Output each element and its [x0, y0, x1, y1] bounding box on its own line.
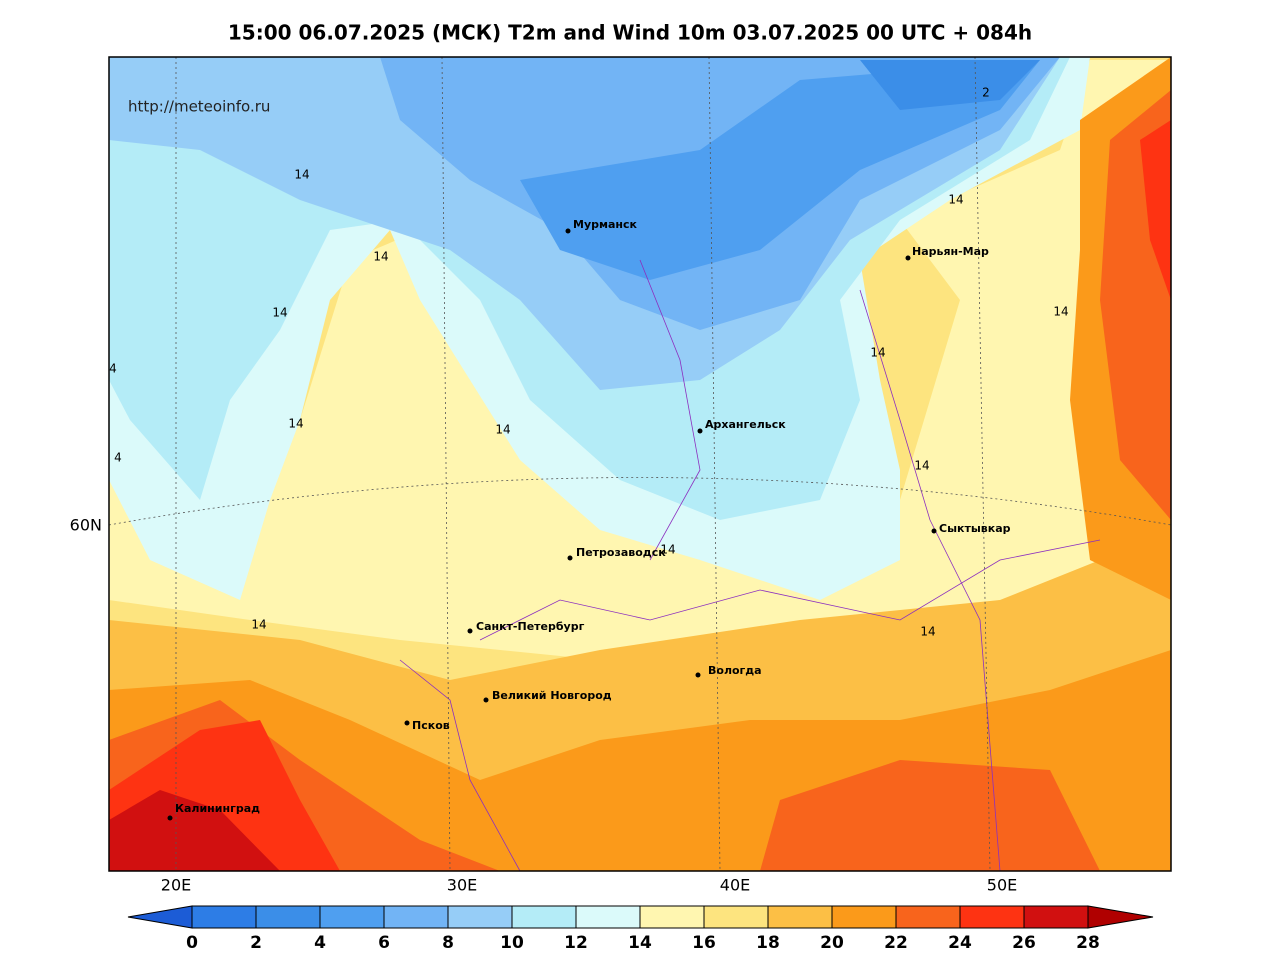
- city-dot: [695, 672, 701, 678]
- colorbar-segment: [959, 905, 1025, 929]
- city-dot: [565, 228, 571, 234]
- colorbar-tick-label: 6: [378, 933, 390, 953]
- colorbar-segment: [511, 905, 577, 929]
- lon-label: 30E: [447, 876, 477, 895]
- city-label: Псков: [412, 719, 450, 732]
- field: [860, 60, 1040, 110]
- colorbar-tick-label: 18: [756, 933, 780, 953]
- city-dot: [167, 815, 173, 821]
- field: [109, 120, 1171, 871]
- contour-label: 14: [1053, 305, 1068, 319]
- city-dot: [905, 255, 911, 261]
- colorbar-tick-label: 8: [442, 933, 454, 953]
- watermark: http://meteoinfo.ru: [128, 98, 270, 116]
- contour-label: 14: [272, 306, 287, 320]
- colorbar-segment: [575, 905, 641, 929]
- lat-label: 60N: [70, 516, 102, 535]
- contour-label: 14: [294, 168, 309, 182]
- contour-label: 14: [251, 618, 266, 632]
- colorbar-under: [127, 905, 193, 929]
- city-dot: [483, 697, 489, 703]
- city-label: Вологда: [708, 664, 762, 677]
- graticule: [109, 57, 1171, 871]
- colorbar-tick-label: 22: [884, 933, 908, 953]
- colorbar-segment: [447, 905, 513, 929]
- temperature-field: [109, 57, 1171, 871]
- contour-label: 14: [495, 423, 510, 437]
- colorbar-tick-label: 14: [628, 933, 652, 953]
- contour-label: 14: [870, 346, 885, 360]
- colorbar-segment: [895, 905, 961, 929]
- colorbar-segment: [703, 905, 769, 929]
- colorbar-tick-label: 26: [1012, 933, 1036, 953]
- borders: [399, 259, 1101, 871]
- contour-label: 14: [920, 625, 935, 639]
- colorbar-tick-label: 28: [1076, 933, 1100, 953]
- colorbar-segment: [639, 905, 705, 929]
- city-label: Великий Новгород: [492, 689, 612, 702]
- city-dot: [697, 428, 703, 434]
- contour-label: 14: [288, 417, 303, 431]
- colorbar-tick-label: 24: [948, 933, 972, 953]
- city-label: Калининград: [175, 802, 260, 815]
- contour-label: 14: [373, 250, 388, 264]
- city-dot: [404, 720, 410, 726]
- colorbar-segment: [319, 905, 385, 929]
- lon-label: 40E: [720, 876, 750, 895]
- colorbar-segment: [1023, 905, 1089, 929]
- city-label: Санкт-Петербург: [476, 620, 585, 633]
- colorbar-segment: [383, 905, 449, 929]
- field: [109, 60, 1171, 660]
- contour-label: 4: [114, 451, 122, 465]
- city-dot: [467, 628, 473, 634]
- colorbar-tick-label: 20: [820, 933, 844, 953]
- contour-label: 14: [914, 459, 929, 473]
- title: 15:00 06.07.2025 (МСК) T2m and Wind 10m …: [228, 21, 1032, 45]
- contour-label: 14: [660, 543, 675, 557]
- colorbar-segment: [191, 905, 257, 929]
- colorbar: 0 2 4 6 8 10 12 14 16 18 20 22 24 26 28: [127, 905, 1154, 953]
- city-label: Петрозаводск: [576, 546, 666, 559]
- colorbar-segment: [767, 905, 833, 929]
- colorbar-tick-label: 2: [250, 933, 262, 953]
- city-dot: [931, 528, 937, 534]
- colorbar-over: [1087, 905, 1154, 929]
- field: [109, 790, 280, 871]
- city-label: Архангельск: [705, 418, 786, 431]
- colorbar-tick-label: 0: [186, 933, 198, 953]
- colorbar-tick-label: 10: [500, 933, 524, 953]
- colorbar-tick-label: 16: [692, 933, 716, 953]
- colorbar-tick-label: 4: [314, 933, 326, 953]
- lon-label: 50E: [987, 876, 1017, 895]
- city-label: Сыктывкар: [939, 522, 1011, 535]
- field: [520, 60, 1040, 280]
- city-label: Нарьян-Мар: [912, 245, 989, 258]
- contour-label: 2: [982, 86, 990, 100]
- contour-label: 14: [948, 193, 963, 207]
- colorbar-segment: [831, 905, 897, 929]
- lon-label: 20E: [161, 876, 191, 895]
- map: http://meteoinfo.ru 14 14 14 14 14 14 14…: [70, 56, 1172, 895]
- colorbar-segment: [255, 905, 321, 929]
- city-dot: [567, 555, 573, 561]
- map-frame: [108, 56, 1172, 872]
- city-label: Мурманск: [573, 218, 638, 231]
- contour-label: 4: [109, 362, 117, 376]
- colorbar-tick-label: 12: [564, 933, 588, 953]
